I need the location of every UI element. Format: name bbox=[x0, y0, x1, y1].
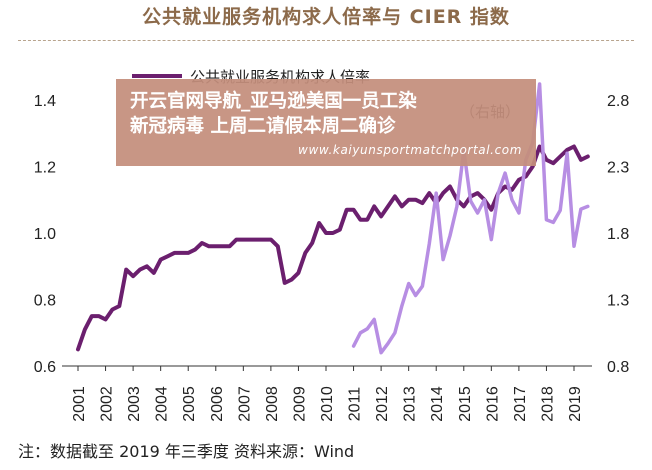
overlay-headline-line-1: 开云官网导航_亚马逊美国一员工染 bbox=[130, 91, 417, 112]
x-tick-label: 2013 bbox=[402, 386, 419, 422]
y-right-tick-label: 1.8 bbox=[607, 226, 629, 243]
overlay-headline: 开云官网导航_亚马逊美国一员工染 新冠病毒 上周二请假本周二确诊 bbox=[130, 89, 530, 139]
x-tick-label: 2012 bbox=[374, 386, 391, 422]
y-left-tick-label: 1.0 bbox=[34, 226, 56, 243]
y-left-tick-label: 1.4 bbox=[34, 93, 56, 110]
x-tick-label: 2007 bbox=[236, 386, 253, 422]
x-tick-label: 2018 bbox=[539, 386, 556, 422]
x-tick-label: 2011 bbox=[347, 387, 364, 422]
x-tick-label: 2005 bbox=[181, 386, 198, 422]
y-right-tick-label: 0.8 bbox=[607, 359, 629, 376]
x-tick-label: 2004 bbox=[154, 386, 171, 422]
y-left-tick-label: 1.2 bbox=[34, 160, 56, 177]
x-tick-label: 2001 bbox=[71, 386, 88, 422]
y-left-tick-label: 0.8 bbox=[34, 293, 56, 310]
x-tick-label: 2008 bbox=[264, 386, 281, 422]
x-tick-label: 2014 bbox=[429, 386, 446, 422]
news-overlay-banner[interactable]: 开云官网导航_亚马逊美国一员工染 新冠病毒 上周二请假本周二确诊 www.kai… bbox=[116, 79, 536, 166]
x-tick-label: 2006 bbox=[209, 386, 226, 422]
x-tick-label: 2002 bbox=[99, 386, 116, 422]
x-tick-label: 2009 bbox=[291, 386, 308, 422]
x-tick-label: 2019 bbox=[567, 386, 584, 422]
source-note: 注：数据截至 2019 年三季度 资料来源：Wind bbox=[18, 442, 355, 461]
overlay-url[interactable]: www.kaiyunsportmatchportal.com bbox=[298, 143, 522, 157]
overlay-headline-line-2: 新冠病毒 上周二请假本周二确诊 bbox=[130, 116, 396, 137]
series-line-cier bbox=[351, 82, 590, 355]
x-tick-label: 2015 bbox=[457, 386, 474, 422]
y-right-tick-label: 2.3 bbox=[607, 160, 629, 177]
title-divider bbox=[18, 40, 634, 41]
x-tick-label: 2017 bbox=[512, 386, 529, 422]
x-tick-label: 2016 bbox=[484, 386, 501, 422]
series-line-job-offer-ratio bbox=[76, 144, 590, 352]
y-right-tick-label: 2.8 bbox=[607, 93, 629, 110]
y-left-tick-label: 0.6 bbox=[34, 359, 56, 376]
y-right-tick-label: 1.3 bbox=[607, 293, 629, 310]
x-tick-label: 2003 bbox=[126, 386, 143, 422]
chart-title: 公共就业服务机构求人倍率与 CIER 指数 bbox=[142, 6, 510, 28]
x-tick-label: 2010 bbox=[319, 386, 336, 422]
